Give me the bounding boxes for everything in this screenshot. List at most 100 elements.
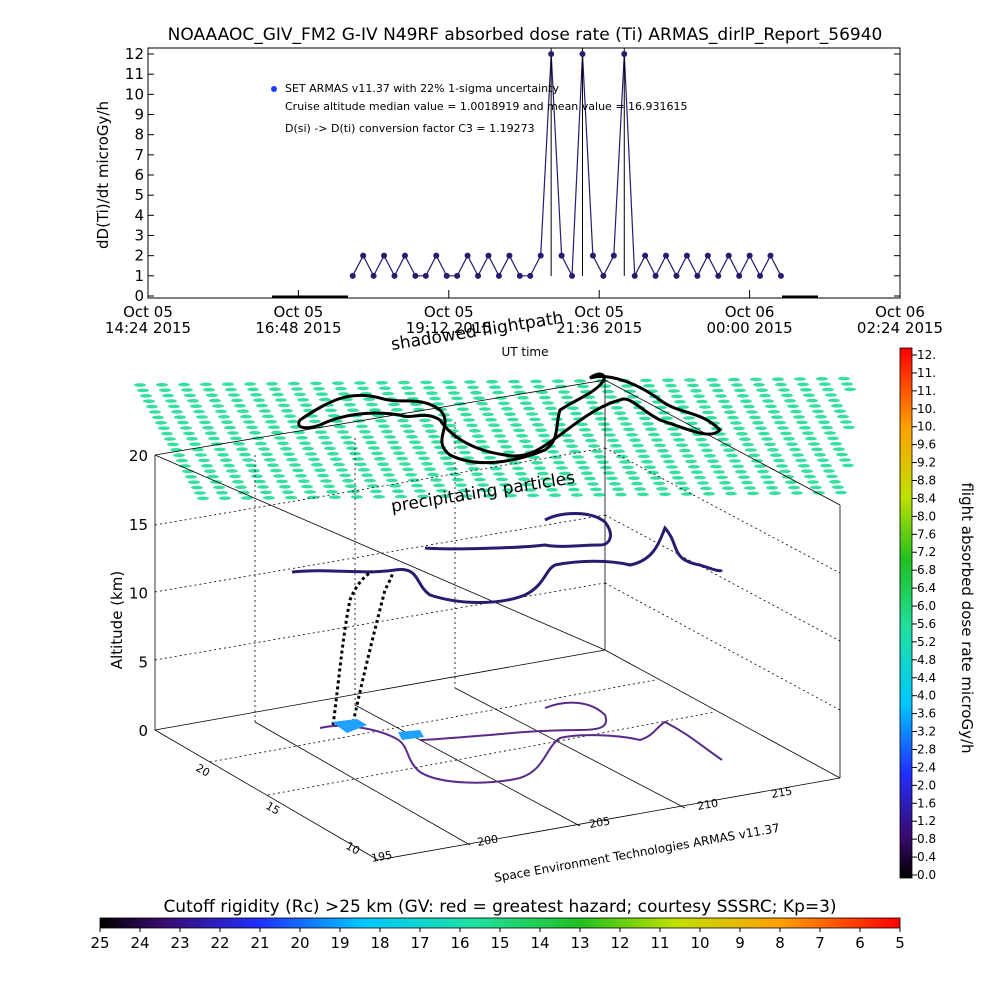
particle-mark (700, 486, 712, 491)
particle-mark (429, 396, 441, 401)
particle-mark (668, 389, 680, 393)
particle-mark (604, 433, 616, 437)
particle-mark (550, 455, 562, 460)
particle-mark (185, 475, 197, 479)
particle-mark (524, 488, 536, 492)
particle-mark (697, 481, 709, 485)
longitude-tick-label: 195 (370, 849, 393, 865)
particle-mark (324, 446, 336, 451)
particle-mark (405, 473, 417, 477)
particle-mark (173, 453, 185, 458)
particle-mark (826, 474, 838, 479)
particle-mark (191, 485, 203, 490)
particle-mark (658, 411, 670, 415)
particle-mark (215, 409, 227, 414)
latitude-tick-label: 20 (194, 761, 213, 779)
particle-mark (421, 462, 433, 466)
particle-mark (486, 380, 498, 384)
particle-mark (221, 420, 233, 425)
particle-mark (299, 441, 311, 446)
particle-mark (406, 435, 418, 439)
particle-mark (769, 491, 781, 496)
particle-mark (399, 462, 411, 466)
dose-colorbar-tick-label: 10. (917, 420, 936, 434)
particle-mark (226, 469, 238, 473)
rigidity-colorbar-tick-label: 12 (610, 934, 629, 952)
particle-mark (158, 426, 170, 431)
particle-mark (681, 492, 693, 496)
particle-mark (222, 382, 234, 387)
particle-mark (367, 484, 379, 488)
particle-mark (325, 408, 337, 413)
particle-mark (479, 407, 491, 411)
particle-mark (553, 460, 565, 465)
particle-mark (616, 454, 628, 459)
particle-mark (584, 476, 596, 481)
particle-mark (742, 442, 754, 447)
particle-mark (519, 439, 531, 444)
legend-conversion-text: D(si) -> D(ti) conversion factor C3 = 1.… (285, 122, 535, 135)
particle-mark (825, 393, 837, 397)
particle-mark (444, 423, 456, 428)
particle-mark (352, 457, 364, 461)
particle-mark (373, 495, 385, 499)
particle-mark (198, 458, 210, 463)
particle-mark (247, 387, 259, 392)
rigidity-colorbar-tick-label: 22 (210, 934, 229, 952)
particle-mark (205, 431, 217, 436)
particle-mark (638, 454, 650, 459)
particle-mark (568, 487, 580, 492)
particle-mark (505, 493, 517, 498)
particle-mark (436, 489, 448, 493)
rigidity-colorbar-tick-label: 10 (690, 934, 709, 952)
dose-colorbar-tick-label: 6.8 (917, 563, 936, 577)
top-y-tick-label: 3 (134, 227, 144, 245)
particle-mark (702, 410, 714, 415)
particle-mark (398, 380, 410, 385)
particle-mark (737, 394, 749, 398)
data-point (694, 272, 701, 279)
particle-mark (522, 444, 534, 449)
particle-mark (302, 446, 314, 451)
data-point (464, 252, 471, 259)
particle-mark (146, 404, 158, 409)
particle-mark (137, 388, 149, 393)
particle-mark (767, 448, 779, 452)
particle-mark (238, 490, 250, 495)
particle-mark (617, 416, 629, 421)
particle-mark (817, 458, 829, 463)
particle-mark (286, 457, 298, 462)
particle-mark (626, 433, 638, 437)
particle-mark (572, 455, 584, 459)
particle-mark (610, 444, 622, 448)
particle-mark (585, 438, 597, 443)
particle-mark (754, 464, 766, 469)
particle-mark (354, 381, 366, 385)
particle-mark (790, 409, 802, 414)
particle-mark (762, 399, 774, 403)
particle-mark (497, 439, 509, 444)
particle-mark (216, 491, 228, 495)
particle-mark (639, 416, 651, 421)
particle-mark (834, 409, 846, 414)
particle-mark (424, 467, 436, 472)
particle-mark (502, 488, 514, 493)
particle-mark (766, 486, 778, 490)
particle-mark (223, 463, 235, 468)
longitude-tick-label: 210 (696, 797, 719, 813)
particle-mark (165, 399, 177, 403)
particle-mark (736, 432, 748, 436)
altitude-axis-label: Altitude (km) (108, 571, 126, 669)
particle-mark (841, 382, 853, 386)
particle-mark (670, 432, 682, 437)
particle-mark (395, 494, 407, 499)
particle-mark (237, 409, 249, 414)
data-point (683, 252, 690, 259)
particle-mark (378, 424, 390, 429)
particle-mark (738, 475, 750, 480)
particle-mark (236, 447, 248, 452)
rigidity-colorbar-tick-label: 7 (815, 934, 825, 952)
particle-mark (425, 429, 437, 434)
data-point (401, 252, 408, 259)
